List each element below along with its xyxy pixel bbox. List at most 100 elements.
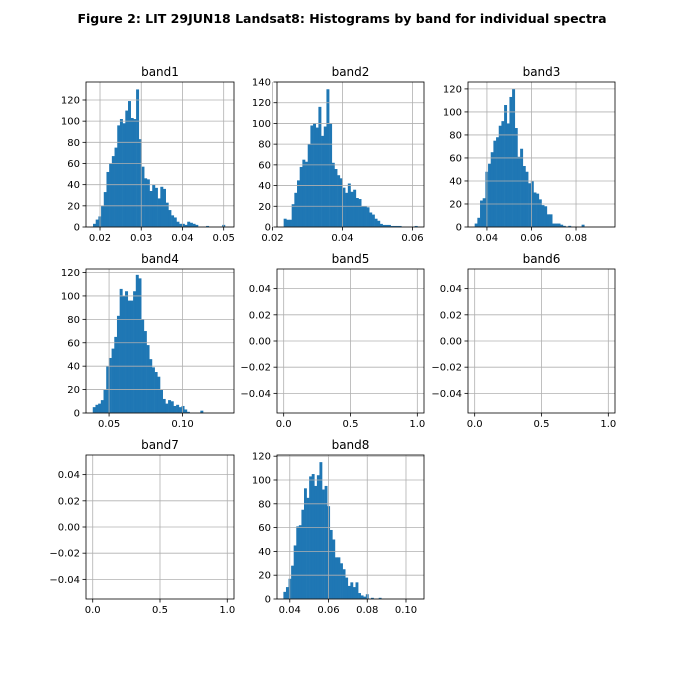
- histogram-bar: [358, 593, 361, 599]
- subplot-title: band4: [141, 252, 179, 266]
- histogram-bar: [144, 178, 148, 227]
- histogram-bar: [111, 348, 115, 413]
- y-tick-label: 120: [61, 95, 80, 106]
- histogram-bar: [109, 163, 113, 227]
- histogram-bar: [149, 191, 153, 227]
- histogram-bar: [173, 405, 177, 413]
- y-tick-label: 40: [258, 547, 271, 558]
- y-tick-label: 80: [67, 315, 80, 326]
- y-tick-label: 0.00: [58, 523, 80, 534]
- x-tick-label: 0.0: [85, 605, 101, 616]
- histogram-bar: [305, 161, 309, 227]
- y-tick-label: 0: [74, 409, 80, 420]
- histogram-bar: [379, 223, 383, 227]
- histogram-bar: [119, 119, 123, 227]
- histogram-bar: [181, 223, 185, 227]
- histogram-bar: [501, 121, 505, 227]
- y-tick-label: 40: [67, 362, 80, 373]
- x-tick-label: 0.02: [261, 233, 283, 244]
- y-tick-label: 0.02: [249, 310, 271, 321]
- histogram-bar: [178, 407, 182, 413]
- histogram-bar: [117, 125, 121, 227]
- histogram-bar: [315, 127, 319, 227]
- histogram-bar: [116, 315, 120, 413]
- histogram-bar: [544, 206, 548, 227]
- y-tick-label: 0.00: [440, 337, 462, 348]
- histogram-bar: [130, 117, 134, 227]
- histogram-bar: [318, 106, 322, 227]
- histogram-bar: [289, 219, 292, 227]
- axes-frame: [467, 81, 616, 228]
- y-tick-label: −0.04: [240, 389, 271, 400]
- histogram-bar: [504, 105, 508, 227]
- histogram-bar: [350, 582, 354, 599]
- y-tick-label: 100: [252, 475, 271, 486]
- histogram-bar: [298, 525, 302, 599]
- histogram-bar: [92, 407, 96, 413]
- histogram-bar: [125, 110, 129, 227]
- histogram-bar: [291, 565, 294, 599]
- histogram-bar: [136, 89, 140, 227]
- histogram-bar: [179, 223, 183, 227]
- histogram-bar: [522, 166, 526, 227]
- x-tick-label: 0.04: [279, 605, 301, 616]
- histogram-bar: [119, 288, 123, 413]
- histogram-bar: [329, 123, 333, 227]
- y-tick-label: 100: [252, 119, 271, 130]
- histogram-bar: [103, 389, 107, 413]
- x-tick-label: 1.0: [409, 419, 425, 430]
- histogram-bar: [206, 225, 210, 227]
- histogram-bar: [326, 89, 330, 227]
- histogram-bar: [557, 223, 561, 227]
- histogram-bar: [306, 497, 310, 599]
- histogram-bar: [493, 140, 497, 227]
- histogram-bar: [355, 198, 359, 227]
- histogram-bar: [143, 331, 147, 413]
- x-tick-label: 0.10: [395, 605, 417, 616]
- histogram-bar: [552, 223, 556, 227]
- y-tick-label: 100: [443, 107, 462, 118]
- y-tick-label: 60: [67, 338, 80, 349]
- histogram-bar: [141, 166, 145, 227]
- subplot-title: band7: [141, 438, 179, 452]
- histogram-bar: [360, 595, 364, 599]
- x-tick-label: 0.5: [343, 419, 359, 430]
- histogram-bar: [334, 557, 338, 599]
- histogram-bar: [138, 139, 142, 227]
- histogram-bar: [294, 192, 298, 227]
- histogram-bar: [108, 357, 112, 413]
- y-tick-label: 40: [449, 176, 462, 187]
- histogram-bar: [374, 218, 378, 227]
- histogram-bar: [283, 218, 287, 227]
- histogram-bar: [414, 225, 418, 227]
- histogram-bar: [189, 222, 193, 227]
- histogram-bar: [302, 159, 306, 227]
- histogram-bar: [562, 225, 566, 227]
- y-tick-label: −0.04: [431, 389, 462, 400]
- histogram-bar: [334, 169, 338, 227]
- histogram-bar: [342, 187, 346, 227]
- histogram-bar: [366, 207, 370, 227]
- histogram-bar: [283, 591, 287, 599]
- histogram-bar: [293, 545, 297, 599]
- histogram-bar: [285, 587, 289, 599]
- histogram-bar: [184, 224, 188, 227]
- histogram-bar: [536, 193, 540, 227]
- histogram-bar: [154, 187, 158, 227]
- subplot-band3: 0.04 0.06 0.08 0 20 40 60 80 100 120 band3: [443, 65, 616, 244]
- histogram-bar: [171, 215, 175, 227]
- histogram-bar: [337, 557, 341, 599]
- histogram-bar: [337, 175, 341, 227]
- histogram-bar: [122, 123, 126, 227]
- y-tick-label: −0.04: [49, 575, 80, 586]
- y-tick-label: 0.02: [58, 496, 80, 507]
- histogram-bar: [299, 166, 303, 227]
- y-tick-label: 20: [67, 385, 80, 396]
- histogram-bar: [125, 291, 129, 413]
- histogram-bar: [393, 225, 397, 227]
- histogram-bar: [122, 295, 126, 413]
- subplot-band1: 0.02 0.03 0.04 0.05 0 20 40 60 80 100 120 band1: [61, 65, 235, 244]
- histogram-bar: [181, 405, 185, 413]
- y-tick-label: 60: [449, 153, 462, 164]
